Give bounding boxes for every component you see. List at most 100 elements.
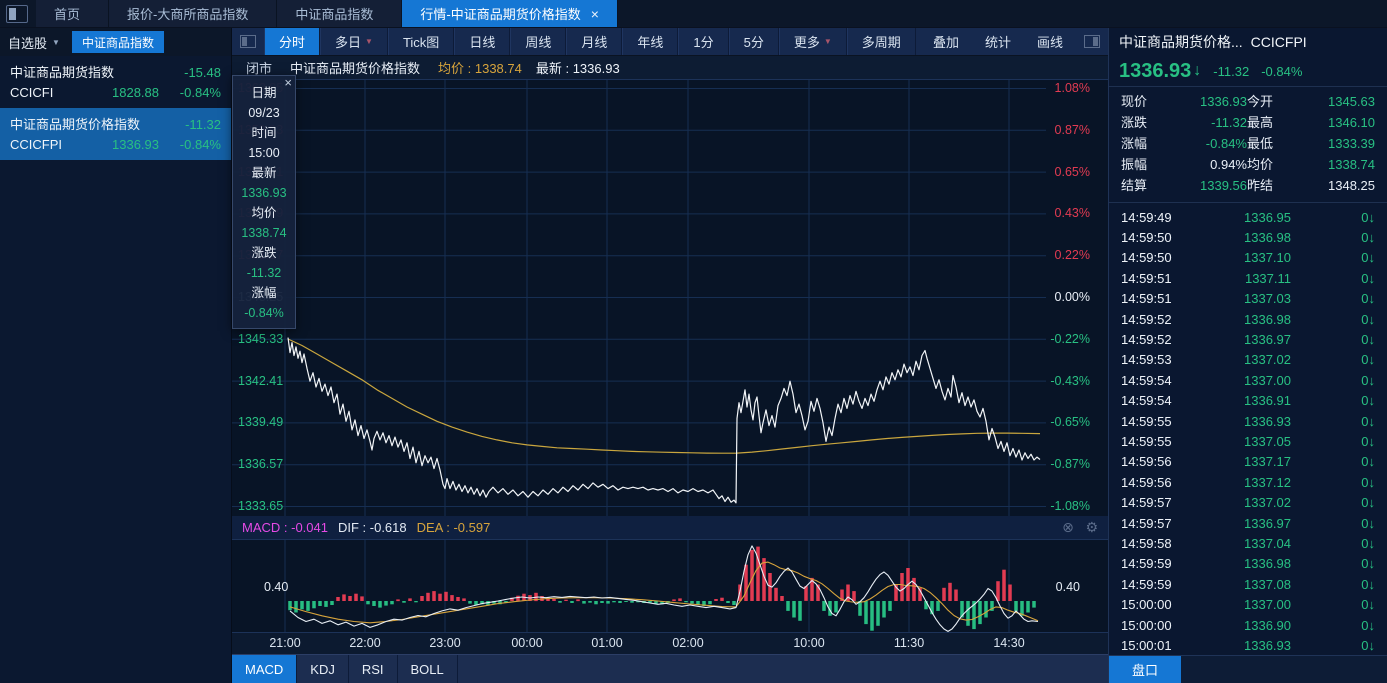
time-sales-list[interactable]: 14:59:49 1336.95 0↓ 14:59:50 1336.98 0↓: [1109, 203, 1387, 655]
tick-price: 1337.08: [1244, 576, 1291, 592]
watchlist-item[interactable]: 中证商品期货指数 -15.48 CCICFI 1828.88 -0.84%: [0, 56, 231, 108]
tooltip-close-icon[interactable]: ×: [284, 75, 292, 90]
down-arrow-icon: ↓: [1368, 311, 1376, 327]
tick-time: 14:59:54: [1121, 393, 1172, 409]
window-tab[interactable]: 报价-大商所商品指数: [109, 0, 278, 27]
market-status: 闭市: [246, 61, 273, 76]
layout-toggle-icon[interactable]: [6, 5, 28, 23]
stat-value: 1348.25: [1328, 178, 1375, 193]
stat-value: 1346.10: [1328, 115, 1375, 130]
tick-volume-value: 0: [1361, 637, 1369, 653]
watchlist-group-dropdown[interactable]: 自选股 ▼: [8, 33, 60, 52]
toolbar-row: 自选股 ▼ 中证商品指数 分时 多日 ▼: [0, 28, 1387, 56]
tick-volume: 0↓: [1361, 250, 1375, 265]
indicator-tab[interactable]: MACD: [232, 655, 298, 683]
instrument-price: 1828.88: [112, 85, 159, 100]
down-arrow-icon: ↓: [1368, 617, 1376, 633]
indicator-tab[interactable]: RSI: [349, 655, 398, 683]
period-button[interactable]: 多日 ▼: [320, 28, 388, 55]
window-tab-bar: 首页 报价-大商所商品指数 中证商品指数 行情-中证商品期货价格指数 ×: [0, 0, 1387, 28]
chart-pane: 闭市 中证商品期货价格指数 均价 : 1338.74 最新 : 1336.93 …: [232, 56, 1108, 683]
period-button[interactable]: 周线: [510, 28, 567, 55]
quote-last-price: 1336.93: [1119, 59, 1192, 82]
tick-time: 15:00:00: [1121, 597, 1172, 613]
watchlist-item-row1: 中证商品期货价格指数 -11.32: [10, 115, 221, 135]
tick-volume: 0↓: [1361, 352, 1375, 367]
tick-volume-value: 0: [1361, 454, 1369, 470]
down-arrow-icon: ↓: [1368, 495, 1376, 511]
tick-volume-value: 0: [1361, 230, 1369, 246]
time-sales-row: 14:59:59 1337.08 0↓: [1109, 574, 1387, 594]
period-button[interactable]: 分时: [264, 28, 321, 55]
time-axis-label: 10:00: [793, 636, 825, 650]
period-label: 5分: [743, 35, 764, 50]
period-button[interactable]: 年线: [622, 28, 679, 55]
tab-close-icon[interactable]: ×: [590, 5, 599, 22]
tooltip-field-value: 1338.74: [241, 226, 287, 240]
period-button[interactable]: 1分: [678, 28, 729, 55]
window-tab[interactable]: 中证商品指数: [277, 0, 403, 27]
settings-gear-icon[interactable]: ⚙: [1085, 519, 1098, 535]
quote-change: -11.32: [1213, 63, 1250, 79]
collapse-right-panel-icon[interactable]: [1084, 35, 1100, 48]
watchlist-item[interactable]: 中证商品期货价格指数 -11.32 CCICFPI 1336.93 -0.84%: [0, 108, 231, 160]
tick-volume-value: 0: [1361, 597, 1369, 613]
tick-price: 1337.00: [1244, 597, 1291, 613]
period-button[interactable]: 更多 ▼: [778, 28, 847, 55]
stat-value: 1345.63: [1328, 94, 1375, 109]
tick-time: 14:59:52: [1121, 332, 1172, 348]
tick-time: 14:59:57: [1121, 495, 1172, 511]
instrument-pct: -0.84%: [179, 137, 221, 152]
stat-label: 今开: [1247, 94, 1274, 109]
time-axis-label: 23:00: [429, 636, 461, 650]
tick-time: 15:00:01: [1121, 637, 1172, 653]
order-book-tab[interactable]: 盘口: [1109, 656, 1181, 683]
tab-label: 首页: [54, 7, 81, 22]
down-arrow-icon: ↓: [1368, 413, 1376, 429]
macd-range-label-right: 0.40: [1055, 580, 1080, 594]
tick-price: 1337.17: [1244, 454, 1291, 470]
period-label: 多周期: [861, 35, 901, 50]
stat-value: 1338.74: [1328, 157, 1375, 172]
tab-label: 报价-大商所商品指数: [127, 7, 249, 22]
tick-price: 1336.93: [1244, 413, 1291, 429]
quote-price-row: 1336.93 ↓ -11.32 -0.84%: [1109, 56, 1387, 86]
watchlist: 中证商品期货指数 -15.48 CCICFI 1828.88 -0.84% 中证…: [0, 56, 232, 683]
main-chart[interactable]: 1362.851359.931357.011354.091351.171348.…: [232, 75, 1108, 516]
watchlist-item-row2: CCICFI 1828.88 -0.84%: [10, 83, 221, 103]
macd-range-label-left: 0.40: [264, 580, 289, 594]
dea-value-label: DEA : -0.597: [416, 520, 491, 535]
window-tab[interactable]: 行情-中证商品期货价格指数 ×: [402, 0, 618, 27]
period-button[interactable]: 5分: [728, 28, 779, 55]
chevron-down-icon: ▼: [823, 37, 832, 46]
down-arrow-icon: ↓: [1368, 230, 1376, 246]
window-tab[interactable]: 首页: [36, 0, 110, 27]
collapse-left-panel-icon[interactable]: [240, 35, 256, 48]
tick-volume: 0↓: [1361, 414, 1375, 429]
tick-price: 1336.98: [1244, 230, 1291, 246]
chart-instrument-name: 中证商品期货价格指数: [290, 61, 421, 76]
down-arrow-icon: ↓: [1368, 291, 1376, 307]
period-button[interactable]: 月线: [566, 28, 623, 55]
close-indicator-icon[interactable]: ⊗: [1062, 519, 1074, 535]
tooltip-field-label: 时间: [251, 126, 277, 140]
time-sales-row: 15:00:00 1336.90 0↓: [1109, 615, 1387, 635]
tick-volume: 0↓: [1361, 577, 1375, 592]
period-button[interactable]: Tick图: [387, 28, 455, 55]
chart-tool-button[interactable]: 统计: [972, 32, 1024, 51]
chart-tool-button[interactable]: 叠加: [920, 32, 972, 51]
time-sales-row: 14:59:53 1337.02 0↓: [1109, 350, 1387, 370]
macd-chart[interactable]: 0.40 0.40: [232, 540, 1108, 632]
period-button[interactable]: 日线: [454, 28, 511, 55]
period-button[interactable]: 多周期: [846, 28, 916, 55]
indicator-tab[interactable]: KDJ: [297, 655, 349, 683]
tick-price: 1337.02: [1244, 352, 1291, 368]
indicator-tab[interactable]: BOLL: [398, 655, 458, 683]
index-group-button[interactable]: 中证商品指数: [71, 31, 164, 53]
period-label: 年线: [637, 35, 664, 50]
chart-tool-label: 叠加: [932, 35, 959, 50]
time-sales-row: 15:00:00 1337.00 0↓: [1109, 594, 1387, 614]
chart-tool-button[interactable]: 画线: [1024, 32, 1076, 51]
tick-volume: 0↓: [1361, 556, 1375, 571]
tick-time: 14:59:51: [1121, 291, 1172, 307]
